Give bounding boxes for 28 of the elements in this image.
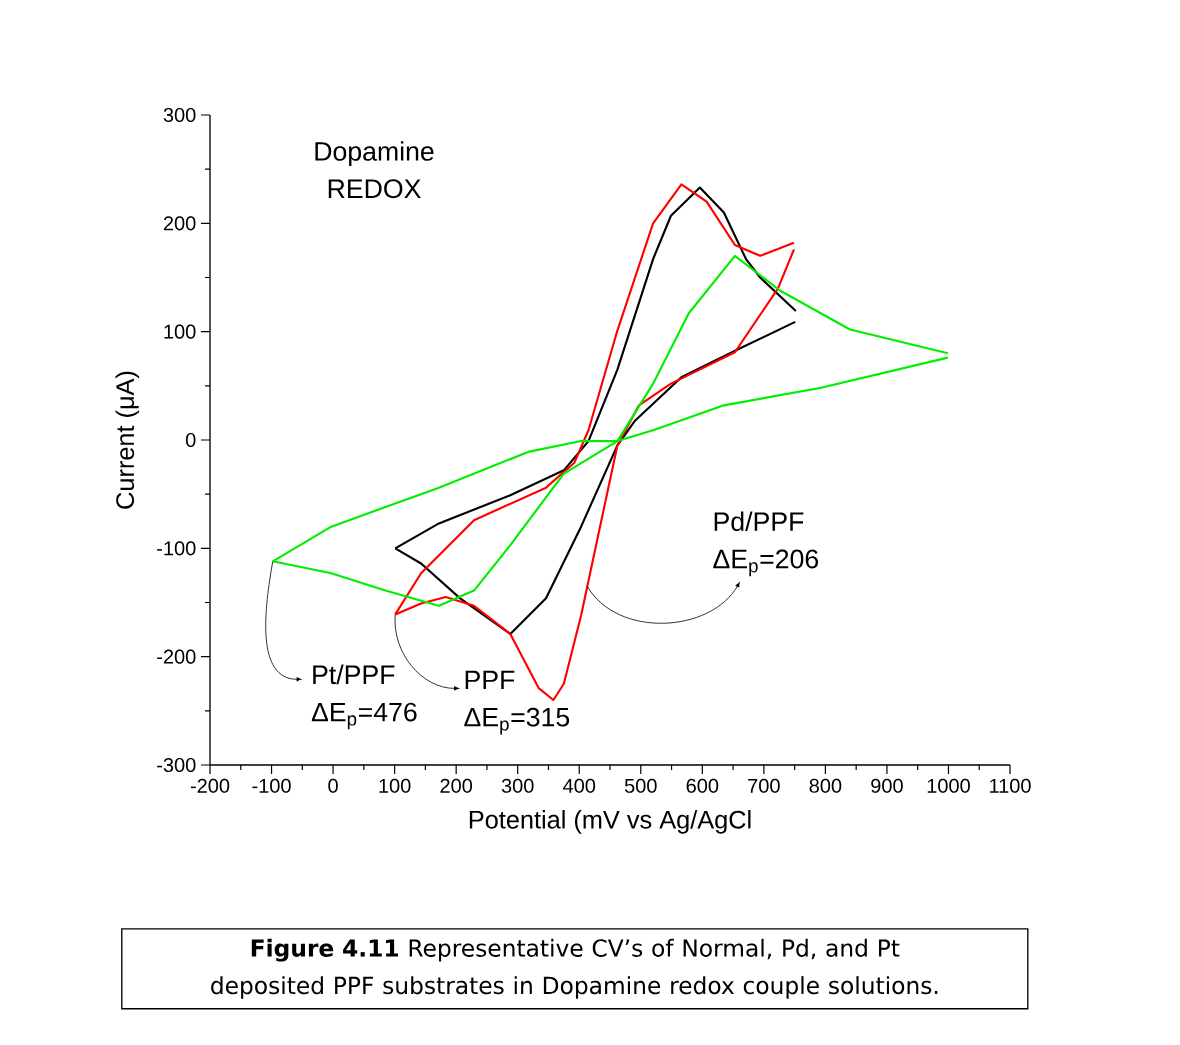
x-tick-label: 0 [328,778,338,793]
x-tick-label: 100 [379,778,411,793]
y-tick-label: 0 [185,432,196,448]
x-tick-label: 1000 [927,778,970,793]
x-tick-label: -200 [190,778,230,793]
x-tick-label: 500 [624,778,657,793]
y-tick-label: 300 [163,107,196,123]
annotation: PPF ΔE$_{p}$=315 [464,670,570,735]
y-tick-label: 100 [164,324,196,339]
x-tick-label: -100 [252,778,291,793]
x-tick-label: 600 [686,778,719,793]
annotation: Dopamine REDOX [315,141,434,199]
x-tick-label: 1100 [990,778,1031,793]
x-axis-title: Potential (mV vs Ag/AgCl [469,810,751,834]
x-tick-label: 700 [748,778,780,793]
x-tick-label: 400 [563,778,596,793]
x-tick-label: 200 [440,778,473,793]
y-axis-title: Current (μA) [115,371,140,509]
text: Figure 4.11 Representative CV’s of Normal, Pd, and Pt deposited PPF substrates in Dopamine redox couple solutions. [211,938,938,999]
x-tick-label: 900 [871,778,903,793]
y-tick-label: -200 [157,649,196,664]
annotation: Pd/PPF ΔE$_{p}$=206 [713,511,819,577]
y-tick-label: -100 [157,541,196,556]
annotation: Pt/PPF ΔE$_{p}$=476 [311,664,417,730]
x-tick-label: 300 [501,778,534,793]
y-tick-label: -300 [157,757,196,773]
x-tick-label: 800 [809,778,842,793]
y-tick-label: 200 [163,216,196,231]
